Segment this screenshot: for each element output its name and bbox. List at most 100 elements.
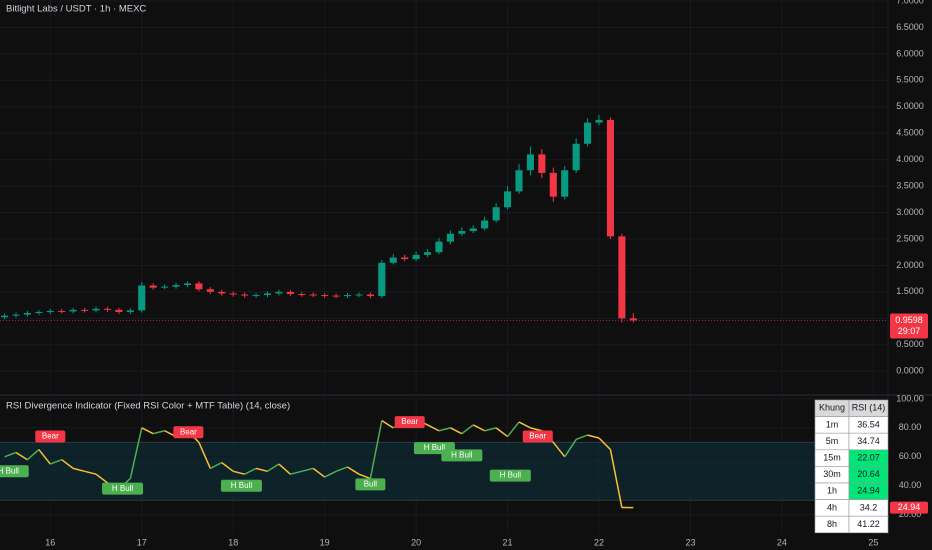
candle-body — [492, 207, 500, 221]
rsi-segment — [609, 449, 623, 508]
rsi-segment — [450, 427, 463, 435]
table-row-text: 8h — [827, 519, 837, 529]
x-tick-label: 22 — [594, 537, 604, 547]
rsi-segment — [244, 467, 257, 475]
x-tick-label: 24 — [777, 537, 787, 547]
y-tick-label: 1.5000 — [896, 286, 924, 296]
table-row-text: 24.94 — [857, 486, 880, 496]
signal-badge — [522, 430, 553, 443]
signal-label: H Bull — [231, 481, 253, 490]
rsi-segment — [84, 470, 97, 475]
marks: H Bull Bear H Bull Bear H Bull Bull Bear H Bull… — [0, 114, 888, 509]
y-tick-label: 3.0000 — [896, 207, 924, 217]
x-tick-label: 19 — [320, 537, 330, 547]
last-price-badge — [890, 313, 928, 339]
rsi-segment — [347, 466, 360, 475]
rsi-segment — [129, 427, 143, 479]
rsi-segment — [461, 424, 474, 435]
candle-body — [423, 252, 432, 255]
candle-body — [161, 286, 169, 288]
y-tick-label: 100.00 — [896, 393, 924, 403]
signal-label: Bear — [529, 432, 546, 441]
rsi-segment — [95, 473, 108, 484]
table-header-text: RSI (14) — [852, 403, 886, 413]
candle-body — [229, 293, 237, 295]
y-tick-label: 2.0000 — [896, 260, 924, 270]
candle-body — [46, 310, 54, 312]
signal-badge — [441, 449, 483, 462]
rsi-segment — [210, 461, 223, 470]
candle-body — [595, 119, 603, 123]
candle-body — [23, 313, 31, 315]
candle-body — [298, 293, 306, 295]
signal-badge — [0, 465, 29, 478]
rsi-segment — [564, 439, 577, 458]
rsi-segment — [358, 473, 371, 480]
candle-body — [561, 170, 569, 197]
x-tick-label: 18 — [228, 537, 238, 547]
y-tick-label: 5.0000 — [896, 101, 924, 111]
rsi-segment — [530, 427, 543, 432]
y-tick-label: 3.5000 — [896, 180, 924, 190]
table-row-text: 5m — [826, 436, 839, 446]
signal-badge — [35, 430, 66, 443]
rsi-segment — [381, 419, 394, 429]
signal-label: H Bull — [0, 466, 19, 475]
candle-body — [206, 289, 214, 292]
rsi-segment — [301, 467, 314, 473]
rsi-segment — [598, 437, 611, 451]
candle-body — [126, 310, 134, 312]
candle-body — [92, 308, 100, 311]
rsi-segment — [4, 451, 17, 458]
candle-body — [275, 291, 283, 294]
candle-body — [526, 154, 534, 171]
rsi-segment — [427, 424, 440, 432]
y-tick-label: 60.00 — [899, 451, 922, 461]
rsi-badge — [890, 501, 928, 514]
rsi-segment — [369, 420, 383, 479]
rsi-segment — [233, 470, 245, 475]
candle-body — [515, 170, 523, 192]
candle-body — [309, 294, 317, 296]
chart-title: Bitlight Labs / USDT · 1h · MEXC — [6, 4, 146, 15]
table-row-text: 36.54 — [857, 419, 880, 429]
candle-body — [584, 122, 592, 144]
rsi-segment — [50, 459, 62, 465]
candle-body — [286, 291, 294, 294]
signal-label: H Bull — [451, 450, 473, 459]
rsi-segment — [152, 430, 165, 435]
signal-badge — [102, 482, 144, 495]
candle-body — [355, 294, 363, 296]
y-tick-label: 7.0000 — [896, 0, 924, 5]
x-tick-label: 20 — [411, 537, 421, 547]
table-row-text: 1h — [827, 486, 837, 496]
y-tick-label: 4.5000 — [896, 128, 924, 138]
candle-body — [138, 285, 146, 311]
candle-body — [446, 233, 454, 242]
rsi-segment — [198, 442, 212, 469]
table-row-text: 20.64 — [857, 469, 880, 479]
x-tick-label: 16 — [45, 537, 55, 547]
rsi-segment — [335, 466, 348, 472]
y-tick-label: 6.0000 — [896, 48, 924, 58]
candle-body — [252, 295, 260, 297]
rsi-segment — [324, 470, 337, 478]
rsi-segment — [495, 427, 509, 438]
signal-badge — [394, 416, 425, 429]
x-tick-label: 23 — [685, 537, 695, 547]
signal-label: Bear — [401, 417, 418, 426]
candle-body — [149, 285, 157, 288]
rsi-segment — [290, 470, 302, 475]
signal-badge — [220, 479, 262, 492]
candle-body — [538, 154, 546, 173]
candle-body — [263, 293, 272, 296]
x-tick-label: 21 — [503, 537, 513, 547]
rsi-segment — [221, 462, 234, 472]
signal-label: Bull — [364, 479, 378, 488]
rsi-segment — [26, 449, 40, 461]
candle-body — [469, 228, 477, 232]
candle-body — [549, 172, 557, 197]
rsi-segment — [278, 463, 291, 475]
table-row-cell — [848, 515, 889, 534]
rsi-segment — [472, 424, 486, 432]
